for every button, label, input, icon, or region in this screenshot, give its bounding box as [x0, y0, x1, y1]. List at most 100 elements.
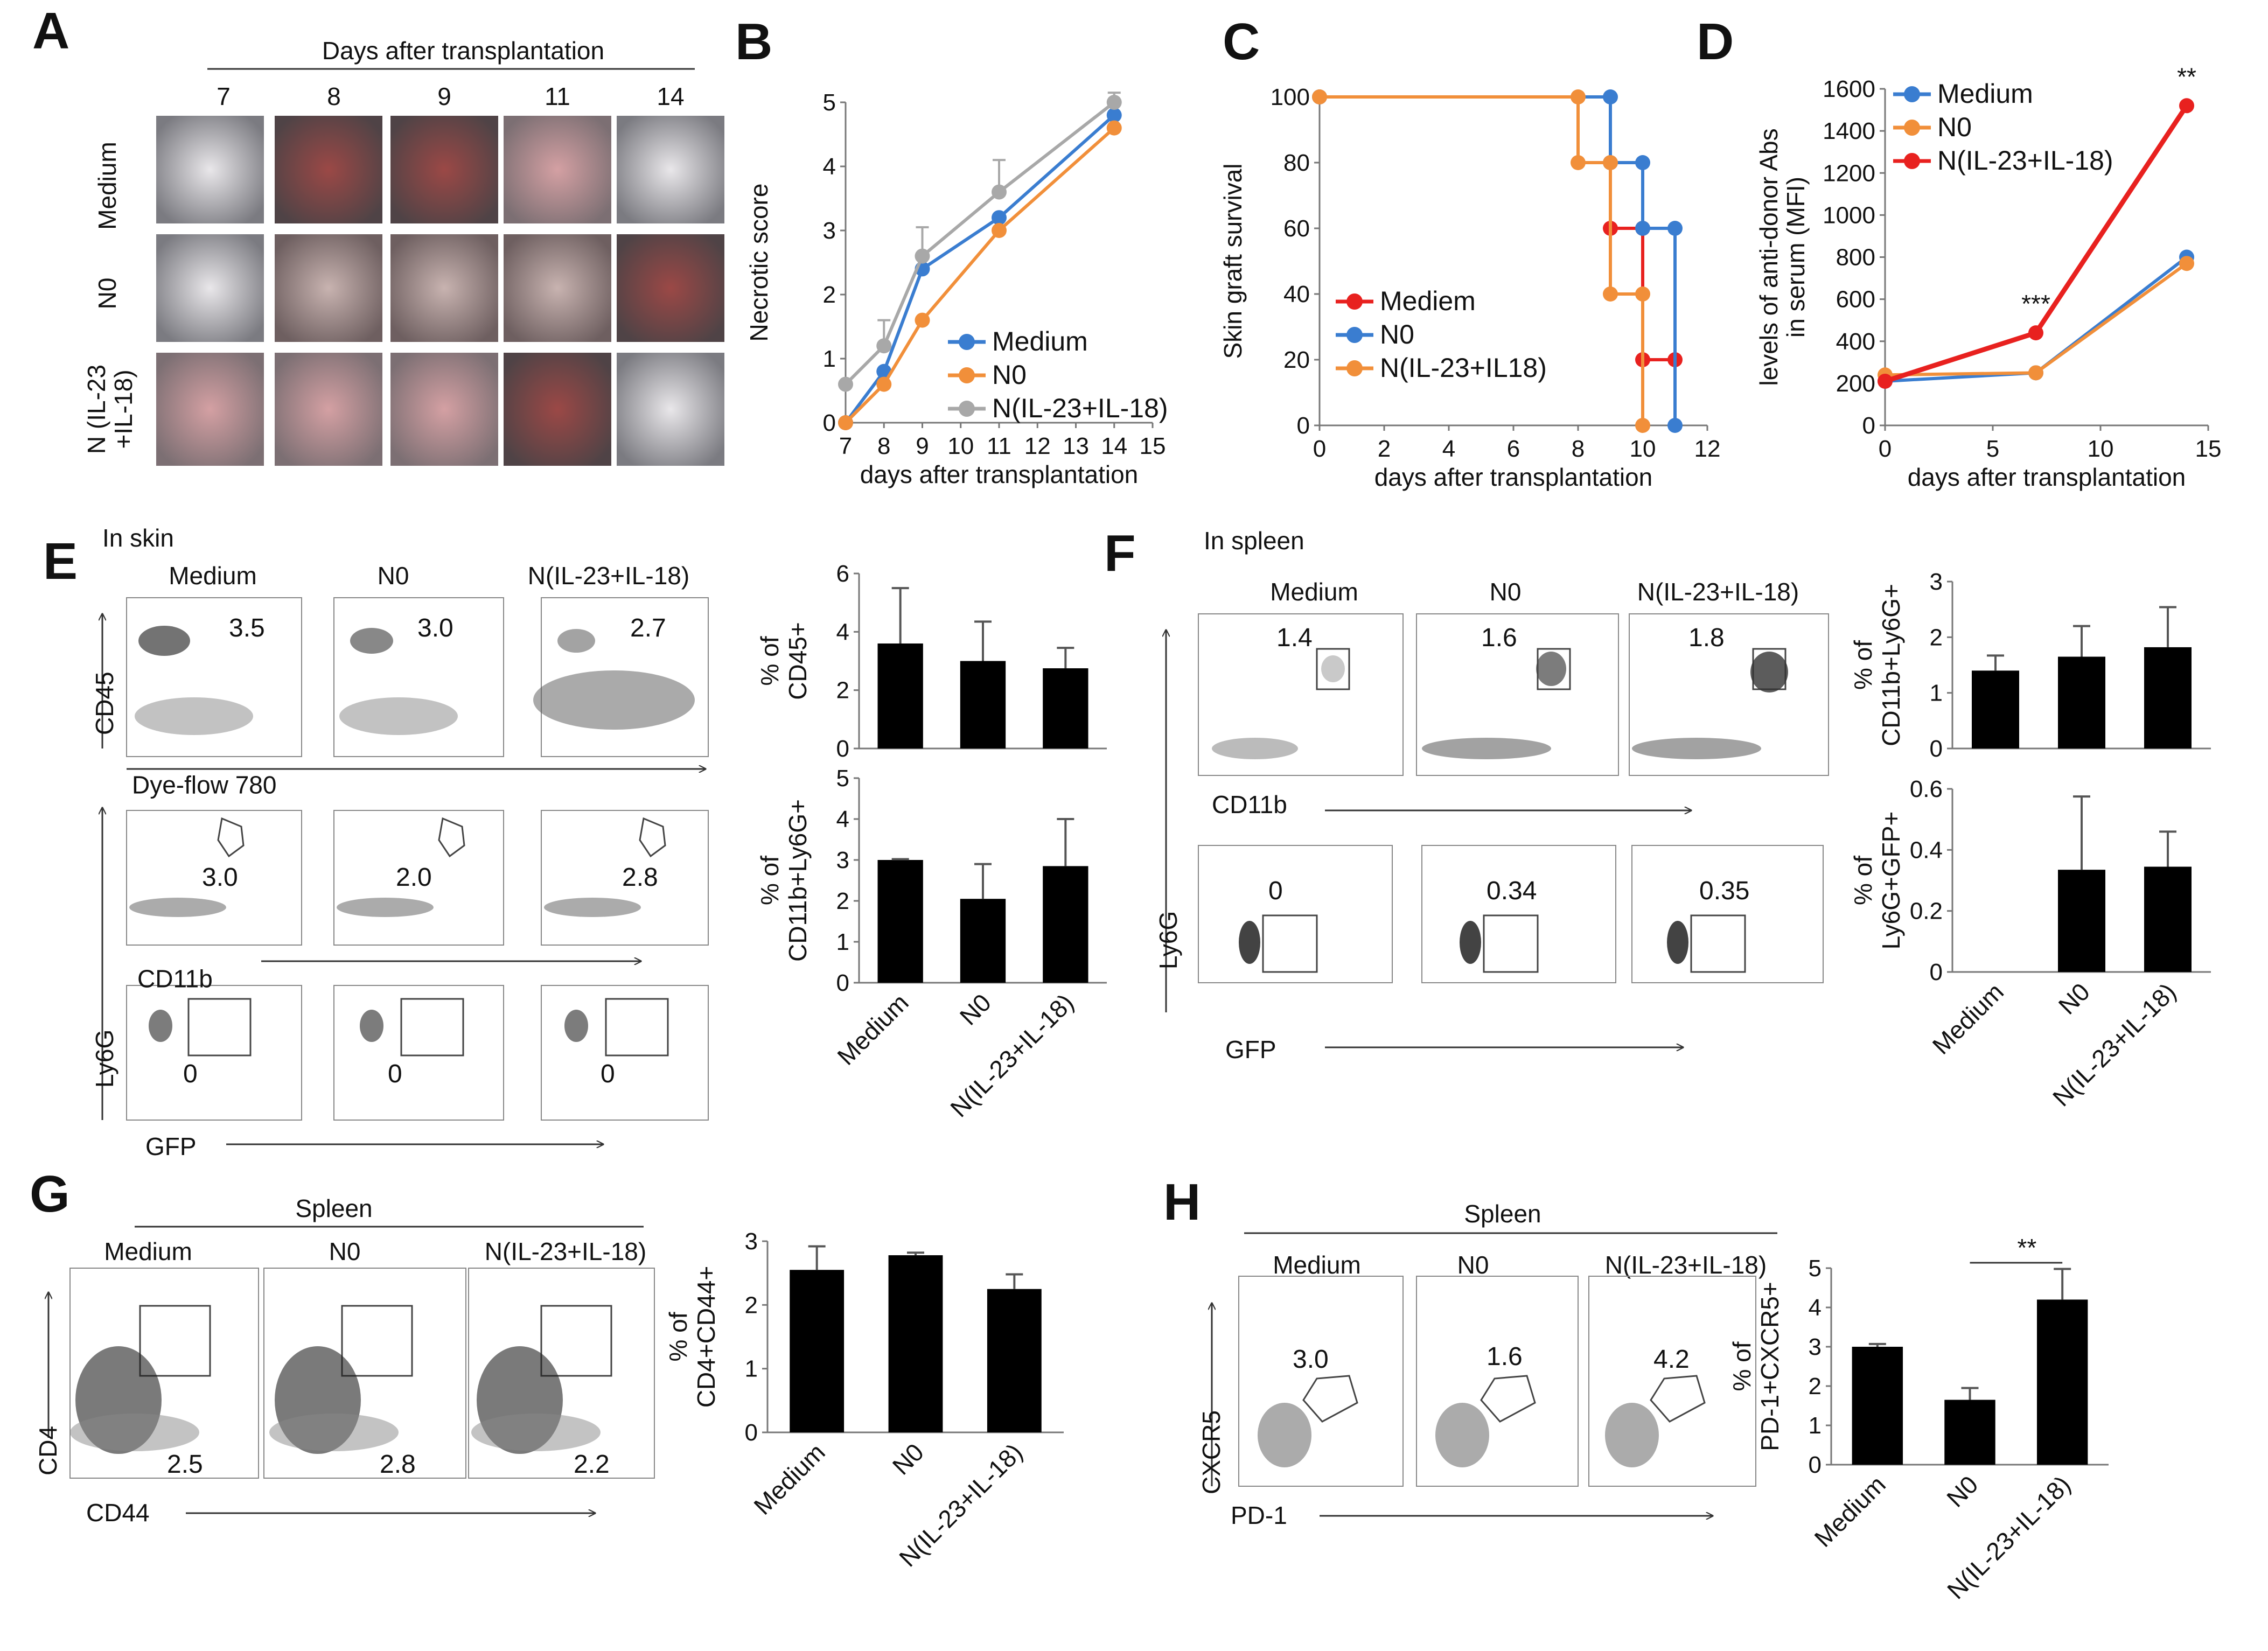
- flow-percent: 1.6: [1481, 624, 1517, 652]
- legend-marker: [1346, 293, 1363, 310]
- row-label-medium: Medium: [93, 142, 121, 230]
- y-tick-label: 200: [1836, 370, 1875, 397]
- y-tick-label: 80: [1283, 150, 1310, 176]
- legend-label: N0: [992, 360, 1027, 390]
- x-tick-label: 0: [1879, 436, 1892, 462]
- y-tick-label: 2: [1809, 1373, 1822, 1400]
- legend-marker: [959, 401, 975, 417]
- skin-photo: [504, 353, 611, 466]
- day-label: 8: [327, 82, 341, 110]
- axis-label: GFP: [145, 1132, 197, 1160]
- y-tick-label: 40: [1283, 281, 1310, 307]
- data-point: [1635, 418, 1650, 433]
- row-label-n-il23-line1: N (IL-23: [82, 365, 110, 454]
- x-tick-label: Medium: [1927, 977, 2009, 1059]
- flow-percent: 2.0: [396, 863, 432, 892]
- y-tick-label: 4: [1809, 1295, 1822, 1321]
- data-point: [2028, 365, 2043, 381]
- panel-e-flow-plots: 3.5 3.0 2.7 3.0 2.0 2.8 0 0 0: [126, 597, 709, 1121]
- x-tick-label: Medium: [832, 988, 913, 1070]
- x-tick-label: 10: [947, 433, 974, 459]
- panel-a-days: 7 8 9 11 14: [217, 82, 684, 110]
- y-tick-label: 0: [1809, 1452, 1822, 1478]
- data-point: [1878, 373, 1893, 389]
- series-line-Mediem: [1320, 95, 1675, 361]
- legend-label: N0: [1380, 319, 1414, 349]
- y-axis-label: % of: [756, 636, 784, 685]
- y-tick-label: 4: [823, 153, 836, 180]
- y-tick-label: 1: [823, 346, 836, 372]
- flow-percent: 3.0: [202, 863, 238, 892]
- y-tick-label: 6: [836, 561, 849, 587]
- series-line-N0: [1885, 262, 2188, 377]
- group-label: Medium: [169, 562, 257, 590]
- y-tick-label: 5: [1809, 1255, 1822, 1282]
- axis-label: CD11b: [1212, 790, 1287, 818]
- data-point: [838, 376, 853, 392]
- skin-photo: [390, 234, 498, 342]
- y-tick-label: 400: [1836, 328, 1875, 355]
- y-tick-label: 0.2: [1910, 898, 1943, 925]
- flow-percent: 1.8: [1688, 624, 1725, 652]
- panel-f-flow-plots: 1.4 1.6 1.8 0 0.34 0.35: [1198, 613, 1829, 983]
- panel-f-axes: Ly6G CD11b GFP: [1154, 630, 1691, 1064]
- y-axis-label: levels of anti-donor Abs: [1755, 128, 1783, 386]
- flow-percent: 0: [1268, 877, 1283, 905]
- legend-marker: [959, 334, 975, 350]
- y-tick-label: 100: [1271, 84, 1310, 110]
- group-label: Medium: [104, 1237, 192, 1265]
- skin-photo: [156, 116, 264, 223]
- y-axis-label: % of: [756, 856, 784, 905]
- x-tick-label: 0: [1313, 436, 1326, 462]
- y-tick-label: 3: [1930, 569, 1943, 595]
- flow-percent: 0: [601, 1060, 615, 1088]
- flow-percent: 4.2: [1653, 1345, 1690, 1374]
- bar: [1972, 670, 2019, 748]
- axis-label: Ly6G: [90, 1030, 118, 1088]
- group-label: N0: [329, 1237, 361, 1265]
- y-tick-label: 60: [1283, 215, 1310, 242]
- data-point: [992, 184, 1007, 200]
- panel-f-group-labels: Medium N0 N(IL-23+IL-18): [1270, 578, 1799, 606]
- y-tick-label: 0: [836, 736, 849, 762]
- flow-percent: 2.8: [622, 863, 658, 892]
- bar: [1852, 1347, 1903, 1465]
- y-axis-label: Skin graft survival: [1219, 163, 1247, 359]
- y-tick-label: 4: [836, 619, 849, 645]
- panel-label-a: A: [32, 2, 69, 60]
- legend-marker: [1904, 120, 1920, 136]
- x-tick-label: 2: [1378, 436, 1391, 462]
- panel-h-flow-plots: 3.0 1.6 4.2: [1238, 1276, 1756, 1487]
- x-axis-label: days after transplantation: [1908, 463, 2186, 491]
- day-label: 14: [657, 82, 684, 110]
- axis-label: CD45: [90, 671, 118, 735]
- y-axis-label: Ly6G+GFP+: [1877, 811, 1905, 950]
- y-tick-label: 1400: [1823, 118, 1875, 144]
- flow-percent: 2.5: [167, 1450, 203, 1479]
- data-point: [1603, 155, 1618, 170]
- data-point: [1571, 89, 1586, 104]
- skin-photo: [156, 353, 264, 466]
- bar: [877, 643, 923, 748]
- data-point: [915, 312, 930, 328]
- y-tick-label: 1: [1809, 1412, 1822, 1439]
- legend-label: Medium: [992, 326, 1088, 356]
- panel-label-g: G: [30, 1165, 70, 1223]
- day-label: 7: [217, 82, 231, 110]
- panel-c-survival-chart: 0 20 40 60 80 100 0 2 4 6 8 10 12 days after transpla…: [1219, 84, 1720, 491]
- panel-e-group-labels: Medium N0 N(IL-23+IL-18): [169, 562, 689, 590]
- y-tick-label: 600: [1836, 286, 1875, 313]
- flow-percent: 0.35: [1699, 877, 1749, 905]
- axis-label: CD4: [34, 1426, 62, 1475]
- y-tick-label: 3: [745, 1228, 758, 1255]
- data-point: [1635, 221, 1650, 236]
- bar: [2036, 1299, 2088, 1465]
- data-point: [1106, 95, 1122, 110]
- data-point: [2179, 98, 2194, 114]
- panel-label-b: B: [735, 13, 772, 71]
- flow-percent: 3.0: [1293, 1345, 1329, 1374]
- bar: [960, 661, 1006, 748]
